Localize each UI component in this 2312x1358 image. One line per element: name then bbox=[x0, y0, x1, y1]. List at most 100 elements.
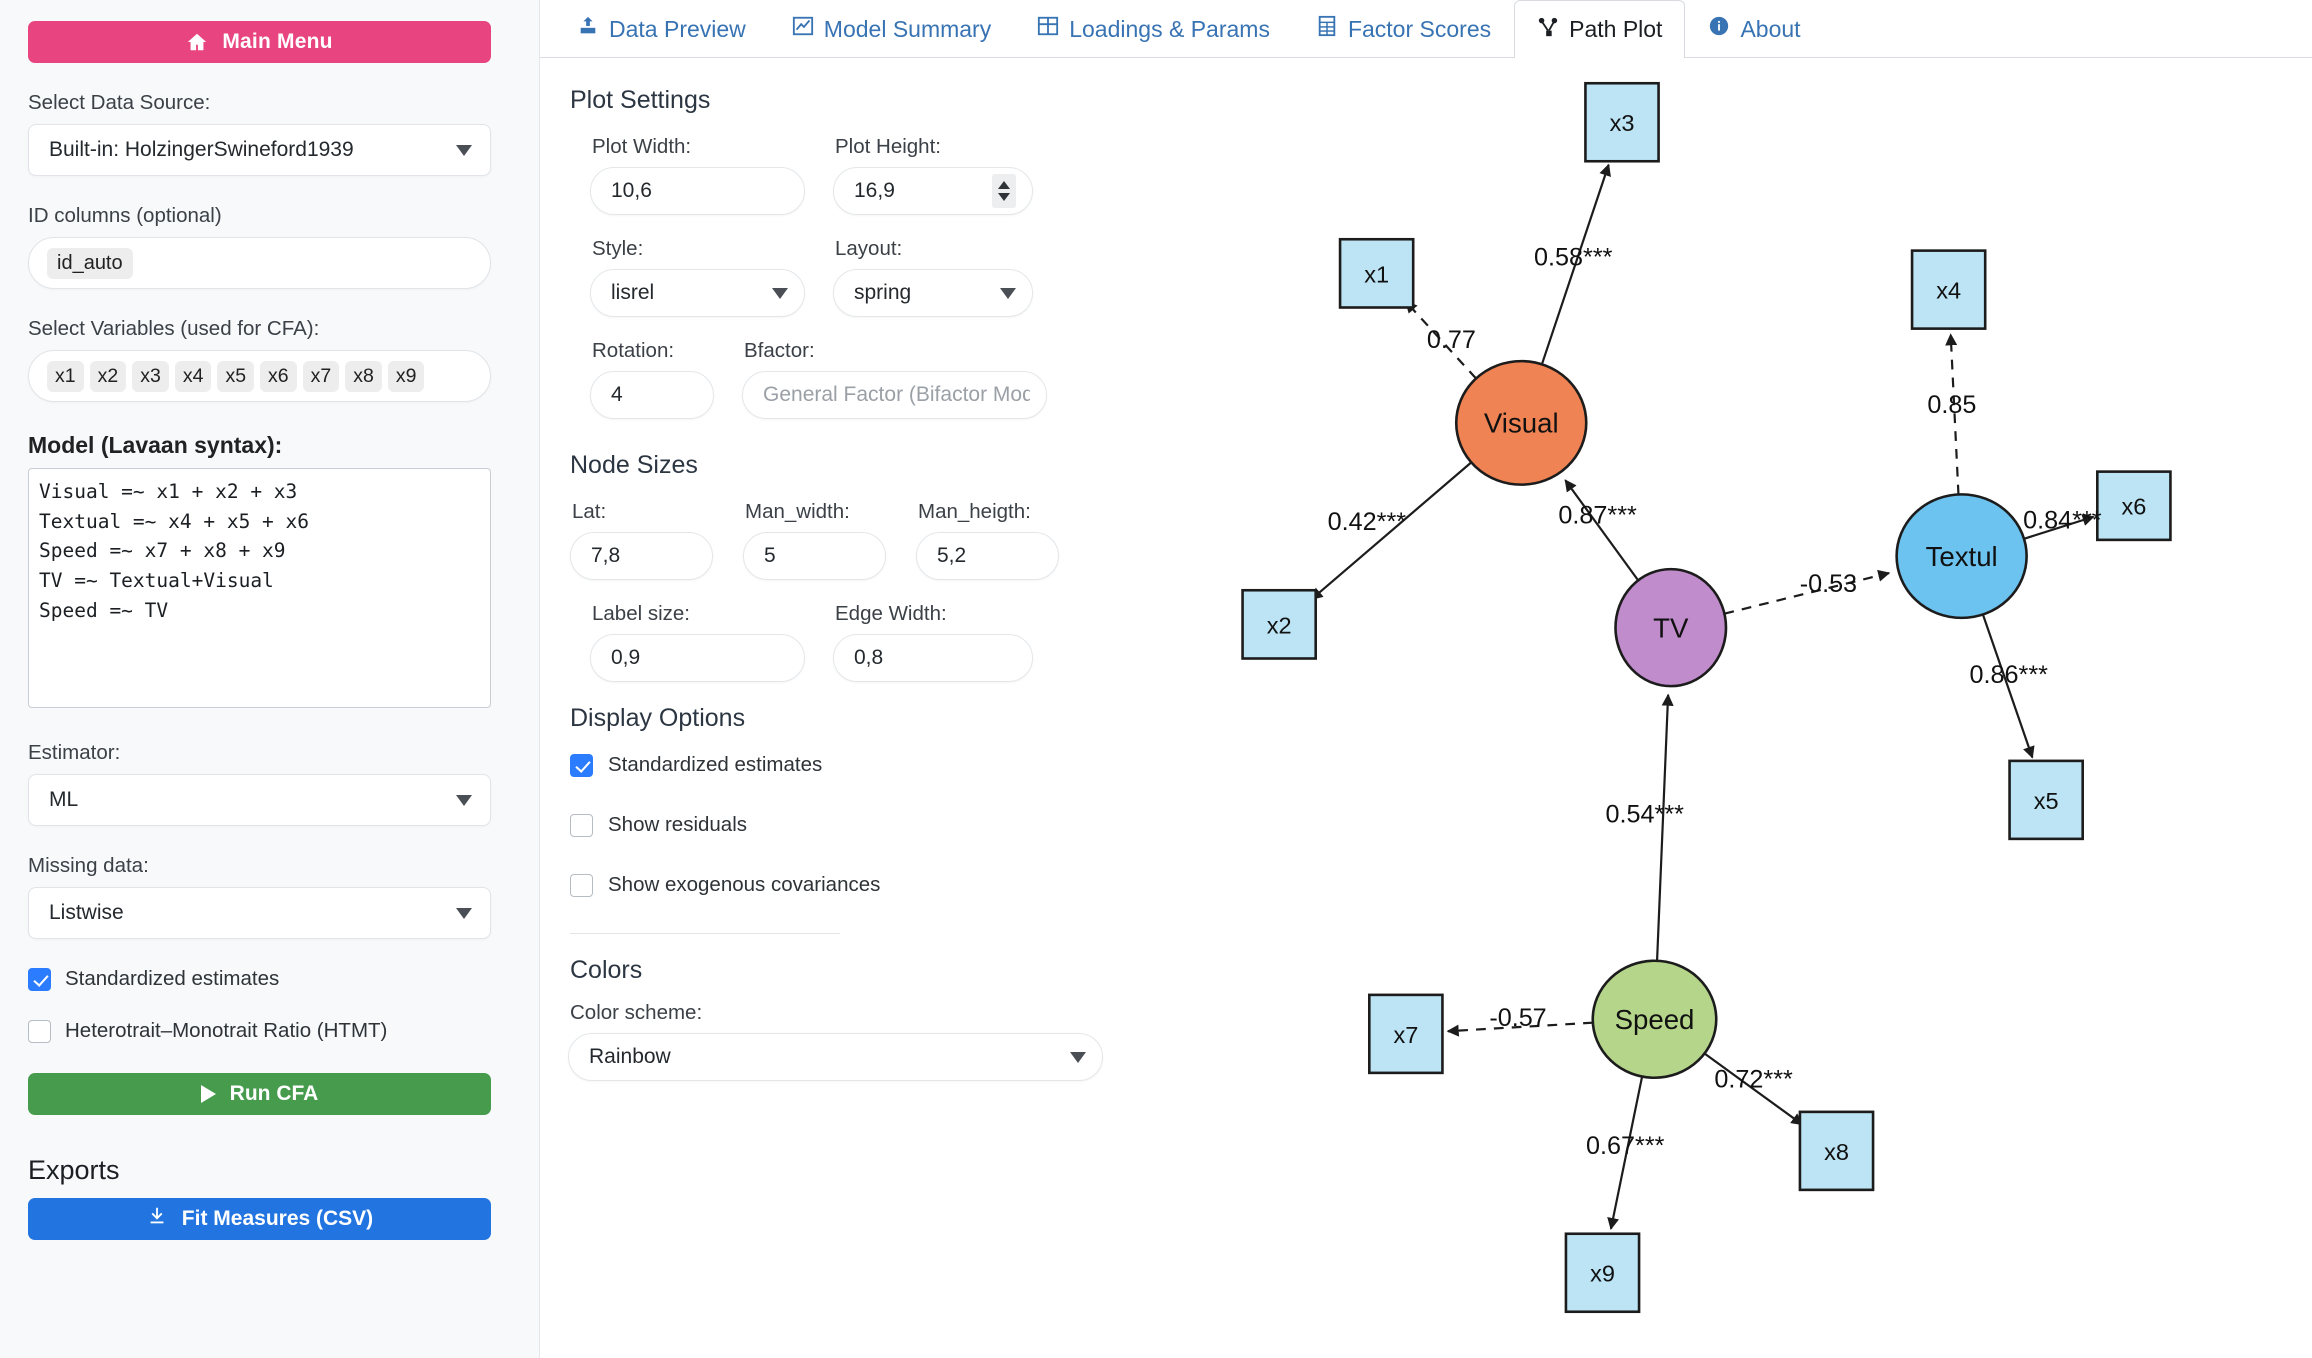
lat-label: Lat: bbox=[572, 500, 607, 523]
main-menu-button[interactable]: Main Menu bbox=[28, 21, 491, 63]
plot-height-stepper[interactable] bbox=[992, 174, 1016, 208]
bfactor-field: Bfactor: General Factor (Bifactor Model) bbox=[742, 339, 1047, 419]
chip-x9[interactable]: x9 bbox=[387, 360, 425, 392]
rotation-label: Rotation: bbox=[592, 339, 675, 362]
stepper-down-icon[interactable] bbox=[998, 193, 1010, 201]
chip-x2[interactable]: x2 bbox=[89, 360, 127, 392]
latent-node[interactable]: Speed bbox=[1591, 959, 1718, 1080]
sidebar-standardized-checkbox[interactable] bbox=[28, 967, 51, 991]
fit-measures-label: Fit Measures (CSV) bbox=[181, 1207, 374, 1230]
latent-node-label: Visual bbox=[1484, 408, 1559, 439]
sidebar-standardized-checkbox-row[interactable]: Standardized estimates bbox=[28, 967, 511, 991]
missing-data-value: Listwise bbox=[49, 901, 124, 924]
chip-x8[interactable]: x8 bbox=[345, 360, 382, 392]
show-exogenous-checkbox[interactable] bbox=[570, 873, 593, 897]
chevron-down-icon bbox=[456, 907, 472, 919]
variables-input[interactable]: x1 x2 x3 x4 x5 x6 x7 x8 x9 bbox=[28, 350, 491, 402]
path-edge bbox=[1564, 479, 1640, 582]
display-standardized-checkbox[interactable] bbox=[570, 753, 593, 777]
fit-measures-csv-button[interactable]: Fit Measures (CSV) bbox=[28, 1198, 491, 1240]
chip-id-auto[interactable]: id_auto bbox=[47, 247, 133, 279]
rotation-input[interactable]: 4 bbox=[590, 371, 714, 419]
manifest-node[interactable]: x3 bbox=[1584, 81, 1660, 163]
tab-about[interactable]: About bbox=[1685, 0, 1823, 57]
show-residuals-label: Show residuals bbox=[608, 813, 748, 836]
plot-width-value: 10,6 bbox=[611, 179, 652, 202]
label-size-input[interactable]: 0,9 bbox=[590, 634, 805, 682]
chip-x6[interactable]: x6 bbox=[260, 360, 297, 392]
run-cfa-button[interactable]: Run CFA bbox=[28, 1073, 491, 1115]
edge-label: -0.53 bbox=[1800, 570, 1857, 598]
stepper-up-icon[interactable] bbox=[998, 181, 1010, 189]
manifest-node[interactable]: x2 bbox=[1241, 588, 1317, 660]
show-residuals-row[interactable]: Show residuals bbox=[570, 813, 1103, 837]
manifest-node[interactable]: x6 bbox=[2096, 470, 2172, 542]
htmt-checkbox[interactable] bbox=[28, 1019, 51, 1043]
layout-select[interactable]: spring bbox=[833, 269, 1033, 317]
data-source-select[interactable]: Built-in: HolzingerSwineford1939 bbox=[28, 124, 491, 176]
manifest-node[interactable]: x4 bbox=[1910, 249, 1987, 330]
chip-x4[interactable]: x4 bbox=[174, 360, 212, 392]
tab-model-summary[interactable]: Model Summary bbox=[769, 0, 1014, 57]
chip-x7[interactable]: x7 bbox=[302, 360, 340, 392]
man-height-value: 5,2 bbox=[937, 544, 967, 567]
plot-settings-panel: Plot Settings Plot Width: 10,6 Plot Heig… bbox=[540, 58, 1133, 1358]
style-select[interactable]: lisrel bbox=[590, 269, 805, 317]
bfactor-input[interactable]: General Factor (Bifactor Model) bbox=[742, 371, 1047, 419]
latent-node[interactable]: Textul bbox=[1895, 493, 2028, 620]
plot-width-label: Plot Width: bbox=[592, 135, 692, 158]
tab-loadings-params[interactable]: Loadings & Params bbox=[1014, 0, 1293, 57]
plot-height-label: Plot Height: bbox=[835, 135, 941, 158]
color-scheme-select[interactable]: Rainbow bbox=[568, 1033, 1103, 1081]
edge-label: -0.57 bbox=[1489, 1004, 1546, 1032]
display-standardized-row[interactable]: Standardized estimates bbox=[570, 753, 1103, 777]
chevron-down-icon bbox=[1070, 1051, 1086, 1063]
latent-node[interactable]: TV bbox=[1614, 567, 1728, 688]
lat-input[interactable]: 7,8 bbox=[570, 532, 713, 580]
tab-data-preview[interactable]: Data Preview bbox=[554, 0, 769, 57]
manifest-node-label: x5 bbox=[2034, 788, 2059, 814]
id-columns-input[interactable]: id_auto bbox=[28, 237, 491, 289]
chip-x1[interactable]: x1 bbox=[47, 360, 84, 392]
exports-title: Exports bbox=[28, 1155, 120, 1185]
model-syntax-label: Model (Lavaan syntax): bbox=[28, 432, 283, 458]
show-exogenous-row[interactable]: Show exogenous covariances bbox=[570, 873, 1103, 897]
estimator-select[interactable]: ML bbox=[28, 774, 491, 826]
edge-width-field: Edge Width: 0,8 bbox=[833, 602, 1033, 682]
plot-height-input[interactable]: 16,9 bbox=[833, 167, 1033, 215]
man-width-field: Man_width: 5 bbox=[743, 500, 886, 580]
manifest-node-label: x8 bbox=[1824, 1139, 1849, 1165]
rotation-value: 4 bbox=[611, 383, 623, 406]
edge-width-input[interactable]: 0,8 bbox=[833, 634, 1033, 682]
plot-width-input[interactable]: 10,6 bbox=[590, 167, 805, 215]
latent-node[interactable]: Visual bbox=[1454, 359, 1588, 486]
colors-title: Colors bbox=[570, 956, 643, 984]
edge-width-label: Edge Width: bbox=[835, 602, 947, 625]
manifest-node-label: x3 bbox=[1610, 110, 1635, 136]
manifest-node[interactable]: x5 bbox=[2008, 759, 2084, 841]
man-height-label: Man_heigth: bbox=[918, 500, 1031, 523]
tab-label: Path Plot bbox=[1569, 16, 1663, 42]
path-edge bbox=[1703, 1052, 1804, 1126]
estimator-label: Estimator: bbox=[28, 741, 121, 764]
show-residuals-checkbox[interactable] bbox=[570, 813, 593, 837]
htmt-checkbox-row[interactable]: Heterotrait–Monotrait Ratio (HTMT) bbox=[28, 1019, 511, 1043]
chip-x5[interactable]: x5 bbox=[217, 360, 255, 392]
missing-data-select[interactable]: Listwise bbox=[28, 887, 491, 939]
chip-x3[interactable]: x3 bbox=[132, 360, 169, 392]
man-width-label: Man_width: bbox=[745, 500, 850, 523]
manifest-node[interactable]: x8 bbox=[1798, 1110, 1875, 1192]
man-width-input[interactable]: 5 bbox=[743, 532, 886, 580]
manifest-node[interactable]: x1 bbox=[1338, 237, 1415, 309]
man-height-input[interactable]: 5,2 bbox=[916, 532, 1059, 580]
data-source-value: Built-in: HolzingerSwineford1939 bbox=[49, 138, 354, 161]
panes: Plot Settings Plot Width: 10,6 Plot Heig… bbox=[540, 58, 2312, 1358]
variables-label: Select Variables (used for CFA): bbox=[28, 317, 320, 340]
model-syntax-textarea[interactable]: Visual =~ x1 + x2 + x3 Textual =~ x4 + x… bbox=[28, 468, 491, 708]
edge-label: 0.77 bbox=[1427, 326, 1476, 354]
tab-path-plot[interactable]: Path Plot bbox=[1514, 0, 1686, 58]
tab-factor-scores[interactable]: Factor Scores bbox=[1293, 0, 1514, 57]
manifest-node[interactable]: x7 bbox=[1368, 993, 1444, 1075]
manifest-node[interactable]: x9 bbox=[1564, 1232, 1641, 1314]
chevron-down-icon bbox=[456, 794, 472, 806]
